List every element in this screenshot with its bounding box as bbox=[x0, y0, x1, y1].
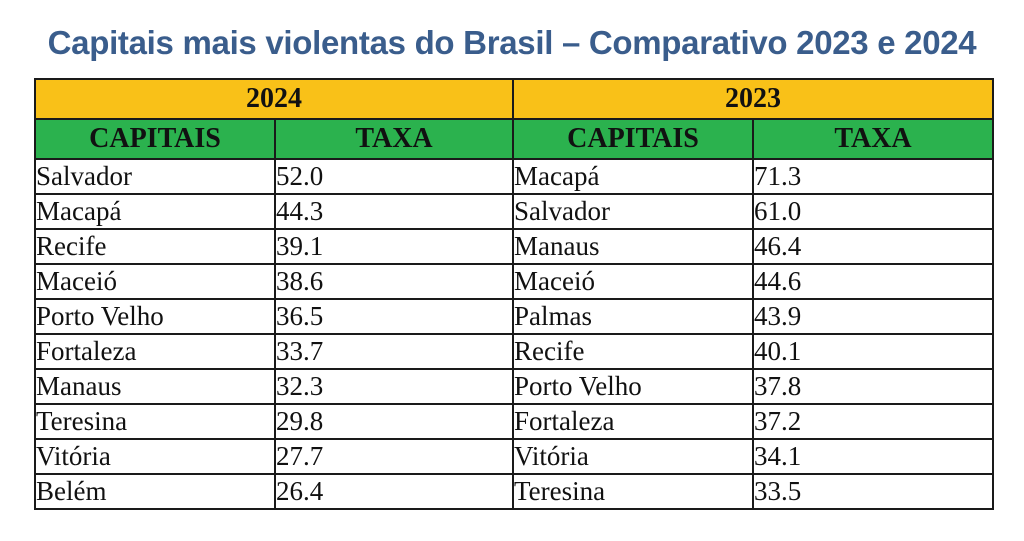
rate-cell-2023: 43.9 bbox=[752, 298, 994, 335]
year-header-row: 2024 2023 bbox=[34, 78, 994, 120]
rate-cell-2024: 52.0 bbox=[274, 158, 514, 195]
rate-cell-2024: 27.7 bbox=[274, 438, 514, 475]
city-cell-2023: Teresina bbox=[512, 473, 754, 510]
table-row: Teresina 29.8 Fortaleza 37.2 bbox=[34, 403, 994, 440]
rate-cell-2023: 37.2 bbox=[752, 403, 994, 440]
city-cell-2023: Recife bbox=[512, 333, 754, 370]
table-row: Belém 26.4 Teresina 33.5 bbox=[34, 473, 994, 510]
column-header-taxa-2024: TAXA bbox=[274, 118, 514, 160]
city-cell-2024: Teresina bbox=[34, 403, 276, 440]
year-header-2023: 2023 bbox=[512, 78, 994, 120]
city-cell-2024: Maceió bbox=[34, 263, 276, 300]
table-body: Salvador 52.0 Macapá 71.3 Macapá 44.3 Salvador… bbox=[34, 158, 994, 510]
city-cell-2024: Manaus bbox=[34, 368, 276, 405]
table-row: Porto Velho 36.5 Palmas 43.9 bbox=[34, 298, 994, 335]
table-row: Maceió 38.6 Maceió 44.6 bbox=[34, 263, 994, 300]
column-header-capitais-2024: CAPITAIS bbox=[34, 118, 276, 160]
rate-cell-2024: 44.3 bbox=[274, 193, 514, 230]
city-cell-2024: Recife bbox=[34, 228, 276, 265]
rate-cell-2023: 40.1 bbox=[752, 333, 994, 370]
city-cell-2023: Macapá bbox=[512, 158, 754, 195]
rate-cell-2023: 34.1 bbox=[752, 438, 994, 475]
city-cell-2024: Macapá bbox=[34, 193, 276, 230]
rate-cell-2024: 36.5 bbox=[274, 298, 514, 335]
rate-cell-2024: 39.1 bbox=[274, 228, 514, 265]
city-cell-2023: Manaus bbox=[512, 228, 754, 265]
city-cell-2023: Palmas bbox=[512, 298, 754, 335]
city-cell-2024: Fortaleza bbox=[34, 333, 276, 370]
table-row: Macapá 44.3 Salvador 61.0 bbox=[34, 193, 994, 230]
city-cell-2024: Belém bbox=[34, 473, 276, 510]
city-cell-2023: Porto Velho bbox=[512, 368, 754, 405]
column-header-row: CAPITAIS TAXA CAPITAIS TAXA bbox=[34, 118, 994, 160]
column-header-capitais-2023: CAPITAIS bbox=[512, 118, 754, 160]
table-row: Manaus 32.3 Porto Velho 37.8 bbox=[34, 368, 994, 405]
table-row: Salvador 52.0 Macapá 71.3 bbox=[34, 158, 994, 195]
rate-cell-2023: 33.5 bbox=[752, 473, 994, 510]
city-cell-2024: Porto Velho bbox=[34, 298, 276, 335]
violence-rate-table: 2024 2023 CAPITAIS TAXA CAPITAIS TAXA Sa… bbox=[34, 78, 994, 510]
table-row: Vitória 27.7 Vitória 34.1 bbox=[34, 438, 994, 475]
table-row: Fortaleza 33.7 Recife 40.1 bbox=[34, 333, 994, 370]
rate-cell-2024: 32.3 bbox=[274, 368, 514, 405]
rate-cell-2024: 26.4 bbox=[274, 473, 514, 510]
rate-cell-2023: 61.0 bbox=[752, 193, 994, 230]
rate-cell-2023: 46.4 bbox=[752, 228, 994, 265]
page-title: Capitais mais violentas do Brasil – Comp… bbox=[47, 24, 977, 61]
city-cell-2023: Salvador bbox=[512, 193, 754, 230]
year-header-2024: 2024 bbox=[34, 78, 514, 120]
city-cell-2024: Salvador bbox=[34, 158, 276, 195]
column-header-taxa-2023: TAXA bbox=[752, 118, 994, 160]
rate-cell-2024: 29.8 bbox=[274, 403, 514, 440]
table-row: Recife 39.1 Manaus 46.4 bbox=[34, 228, 994, 265]
city-cell-2023: Vitória bbox=[512, 438, 754, 475]
rate-cell-2023: 37.8 bbox=[752, 368, 994, 405]
city-cell-2024: Vitória bbox=[34, 438, 276, 475]
rate-cell-2024: 38.6 bbox=[274, 263, 514, 300]
rate-cell-2023: 44.6 bbox=[752, 263, 994, 300]
rate-cell-2024: 33.7 bbox=[274, 333, 514, 370]
city-cell-2023: Maceió bbox=[512, 263, 754, 300]
city-cell-2023: Fortaleza bbox=[512, 403, 754, 440]
rate-cell-2023: 71.3 bbox=[752, 158, 994, 195]
